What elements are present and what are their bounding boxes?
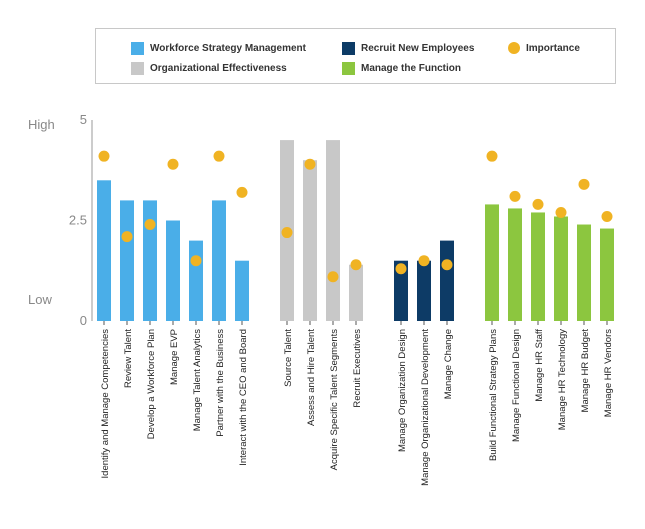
x-category-label: Manage HR Vendors bbox=[603, 329, 614, 417]
bar bbox=[394, 260, 408, 321]
legend-label: Recruit New Employees bbox=[361, 43, 475, 54]
importance-dot bbox=[190, 255, 202, 267]
legend-swatch bbox=[131, 62, 144, 75]
bar bbox=[485, 204, 499, 321]
importance-dot bbox=[555, 206, 567, 218]
y-tick-label: 5 bbox=[80, 112, 87, 127]
x-category-label: Manage Talent Analytics bbox=[192, 329, 203, 432]
bar bbox=[349, 264, 363, 321]
legend-dot bbox=[508, 42, 520, 54]
importance-dot bbox=[578, 178, 590, 190]
importance-dot bbox=[304, 158, 316, 170]
importance-dot bbox=[144, 219, 156, 231]
x-category-label: Manage HR Budget bbox=[580, 329, 591, 413]
bar bbox=[143, 200, 157, 321]
bar bbox=[577, 224, 591, 321]
importance-dot bbox=[281, 227, 293, 239]
importance-dot bbox=[213, 150, 225, 162]
bar bbox=[326, 140, 340, 321]
importance-dot bbox=[532, 198, 544, 210]
importance-dot bbox=[327, 271, 339, 283]
legend-label: Manage the Function bbox=[361, 63, 461, 74]
x-category-label: Assess and Hire Talent bbox=[306, 329, 317, 426]
x-category-label: Partner with the Business bbox=[215, 329, 226, 437]
y-tick-label: 0 bbox=[80, 313, 87, 328]
x-category-label: Identify and Manage Competencies bbox=[100, 329, 111, 479]
legend-item-org: Organizational Effectiveness bbox=[131, 62, 287, 75]
x-category-label: Review Talent bbox=[123, 329, 134, 388]
legend-swatch bbox=[342, 62, 355, 75]
bar bbox=[97, 180, 111, 321]
x-category-label: Acquire Specific Talent Segments bbox=[329, 329, 340, 471]
x-category-label: Develop a Workforce Plan bbox=[146, 329, 157, 439]
bar bbox=[303, 160, 317, 321]
bar bbox=[189, 240, 203, 321]
y-low-label: Low bbox=[28, 292, 52, 307]
legend-item-recruit: Recruit New Employees bbox=[342, 42, 474, 55]
importance-dot bbox=[509, 190, 521, 202]
bar bbox=[531, 212, 545, 321]
bar bbox=[554, 216, 568, 321]
x-category-label: Manage HR Staff bbox=[534, 329, 545, 402]
bar bbox=[212, 200, 226, 321]
legend-item-workforce: Workforce Strategy Management bbox=[131, 42, 306, 55]
x-category-label: Manage HR Technology bbox=[557, 329, 568, 430]
bar bbox=[417, 260, 431, 321]
importance-dot bbox=[601, 210, 613, 222]
bar bbox=[166, 220, 180, 321]
legend-swatch bbox=[131, 42, 144, 55]
legend-swatch bbox=[342, 42, 355, 55]
importance-dot bbox=[441, 259, 453, 271]
importance-dot bbox=[418, 255, 430, 267]
x-category-label: Recruit Executives bbox=[352, 329, 363, 408]
bar bbox=[120, 200, 134, 321]
legend-item-importance: Importance bbox=[508, 42, 580, 54]
importance-dot bbox=[486, 150, 498, 162]
importance-dot bbox=[121, 231, 133, 243]
bar bbox=[235, 260, 249, 321]
x-category-label: Manage Functional Design bbox=[511, 329, 522, 442]
x-category-label: Interact with the CEO and Board bbox=[238, 329, 249, 466]
importance-dot bbox=[167, 158, 179, 170]
bar bbox=[440, 240, 454, 321]
importance-dot bbox=[236, 186, 248, 198]
y-high-label: High bbox=[28, 117, 55, 132]
y-tick-label: 2.5 bbox=[69, 213, 87, 228]
legend-label: Workforce Strategy Management bbox=[150, 43, 306, 54]
x-category-label: Manage Change bbox=[443, 329, 454, 399]
bar bbox=[508, 208, 522, 321]
importance-dot bbox=[350, 259, 362, 271]
importance-dot bbox=[395, 263, 407, 275]
x-category-label: Manage EVP bbox=[169, 329, 180, 385]
x-category-label: Manage Organizational Development bbox=[420, 329, 431, 486]
chart-legend: Workforce Strategy Management Recruit Ne… bbox=[95, 28, 616, 84]
bar bbox=[600, 228, 614, 321]
legend-label: Organizational Effectiveness bbox=[150, 63, 287, 74]
importance-dot bbox=[98, 150, 110, 162]
legend-label: Importance bbox=[526, 42, 580, 54]
x-category-label: Source Talent bbox=[283, 329, 294, 387]
x-category-label: Build Functional Strategy Plans bbox=[488, 329, 499, 461]
x-category-label: Manage Organization Design bbox=[397, 329, 408, 452]
legend-item-function: Manage the Function bbox=[342, 62, 461, 75]
